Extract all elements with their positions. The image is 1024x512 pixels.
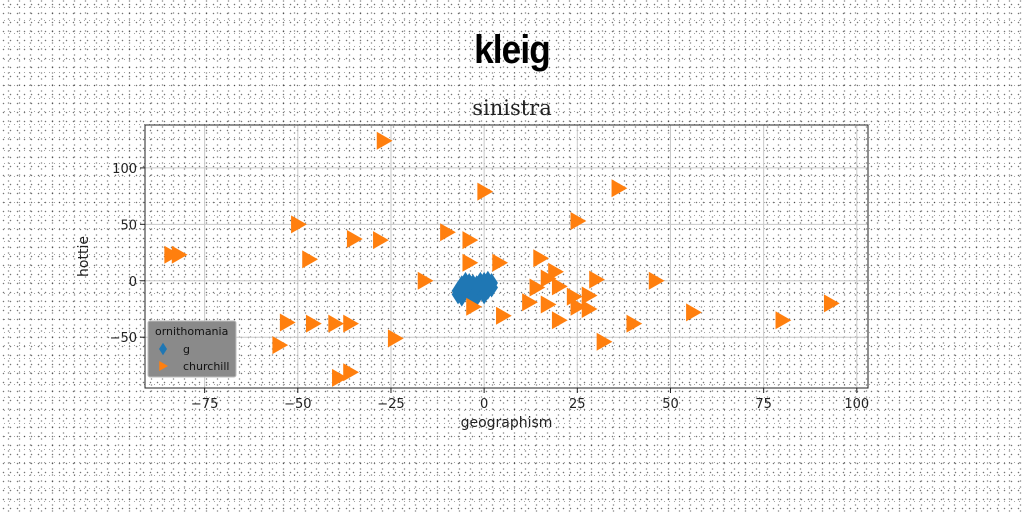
grid-lines [145,125,868,388]
axis-ticks: −75 −50 −25 0 25 50 75 100 −50 0 50 100 [110,162,870,412]
churchill-point [302,250,318,269]
x-tick-label: −50 [284,397,311,412]
churchill-point [462,231,479,250]
x-tick-label: 75 [755,397,772,412]
churchill-point [417,271,434,290]
churchill-point [529,278,546,297]
churchill-point [387,329,404,348]
g-point [481,270,495,291]
churchill-point [343,314,359,333]
x-tick-label: −75 [191,397,218,412]
churchill-point [272,336,289,355]
churchill-point [462,253,479,272]
figure-title: kleig [474,28,551,72]
churchill-point [823,294,840,313]
churchill-point [540,269,557,288]
legend: ornithomania g churchill [147,320,237,378]
churchill-point [373,231,389,250]
chart-title: sinistra [472,96,552,120]
churchill-point [596,332,613,351]
churchill-point [346,230,363,249]
x-axis-label: geographism [461,415,553,431]
churchill-point [332,368,348,387]
legend-marker-g [159,342,167,356]
churchill-point [551,277,568,296]
y-axis-label: hottie [76,236,92,277]
legend-label-churchill: churchill [183,360,229,373]
churchill-point [477,182,494,201]
churchill-point [171,245,188,264]
x-tick-label: 50 [662,397,679,412]
churchill-point [626,314,643,333]
g-point [470,275,484,296]
churchill-point [492,253,509,272]
churchill-point [328,314,345,333]
y-tick-label: 50 [120,218,137,233]
legend-title: ornithomania [155,325,228,338]
plot-frame [144,124,869,389]
y-tick-label: 100 [112,162,137,177]
churchill-point [376,131,393,150]
legend-marker-churchill [159,361,168,371]
churchill-point [466,297,482,316]
churchill-point [279,313,296,332]
legend-box [147,320,237,378]
churchill-point [305,314,322,333]
churchill-point [291,215,307,234]
x-tick-label: 25 [569,397,586,412]
churchill-point [611,179,628,198]
churchill-point [551,311,568,330]
churchill-point [522,293,538,312]
churchill-point [589,270,605,289]
churchill-point [570,297,587,316]
x-tick-label: 100 [844,397,869,412]
churchill-point [496,306,512,325]
churchill-point [648,271,665,290]
churchill-point [570,211,587,230]
y-tick-label: 0 [129,275,137,290]
data-points [164,131,840,387]
g-point [455,275,469,296]
churchill-point [533,249,550,268]
x-tick-label: 0 [480,397,488,412]
x-tick-label: −25 [377,397,404,412]
churchill-point [581,299,598,318]
legend-label-g: g [183,343,190,356]
y-tick-label: −50 [110,331,137,346]
churchill-point [440,223,456,242]
churchill-point [686,303,702,322]
churchill-point [540,295,557,314]
churchill-point [581,286,598,305]
churchill-point [343,363,359,382]
churchill-point [775,311,792,330]
